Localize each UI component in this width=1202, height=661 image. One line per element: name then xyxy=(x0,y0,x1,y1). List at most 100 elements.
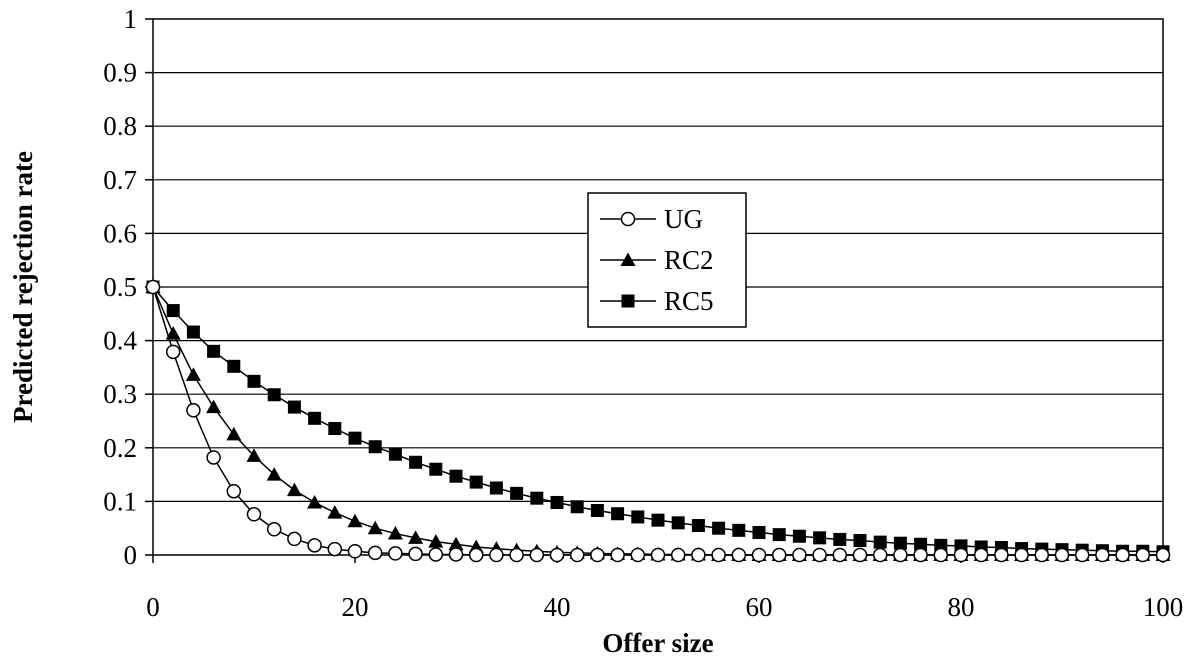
data-point-ug xyxy=(994,547,1009,563)
data-point-ug xyxy=(448,547,464,562)
data-point-ug xyxy=(1095,547,1110,563)
x-tick-label: 20 xyxy=(342,592,369,622)
data-point-rc2 xyxy=(327,505,343,519)
data-point-ug xyxy=(408,546,423,562)
data-point-ug xyxy=(145,279,161,295)
data-point-ug xyxy=(186,403,201,418)
legend: UG RC2 RC5 xyxy=(587,192,747,328)
y-tick-label: 1 xyxy=(124,4,138,34)
data-point-rc5 xyxy=(267,388,281,402)
legend-marker xyxy=(620,252,636,266)
data-point-rc5 xyxy=(287,400,301,414)
x-axis-title: Offer size xyxy=(602,628,713,658)
data-point-ug xyxy=(1014,547,1029,563)
data-point-ug xyxy=(529,547,545,563)
data-point-rc5 xyxy=(893,536,907,550)
data-point-rc5 xyxy=(469,475,483,489)
series-layer xyxy=(145,279,1171,563)
data-point-ug xyxy=(792,547,807,563)
data-point-ug xyxy=(913,547,928,563)
x-tick-label: 80 xyxy=(948,592,975,622)
data-point-rc2 xyxy=(307,494,323,509)
y-tick-label: 0 xyxy=(124,540,138,570)
data-point-rc5 xyxy=(388,447,402,461)
data-point-ug xyxy=(650,547,666,563)
data-point-rc5 xyxy=(186,325,200,339)
data-point-ug xyxy=(893,547,908,563)
data-point-rc2 xyxy=(367,520,383,535)
data-point-rc5 xyxy=(510,486,524,500)
data-point-ug xyxy=(1034,547,1050,563)
data-point-ug xyxy=(388,546,403,561)
y-tick-label: 0.9 xyxy=(103,58,137,88)
data-point-rc5 xyxy=(247,374,261,388)
data-point-rc5 xyxy=(792,529,806,543)
y-tick-label: 0.3 xyxy=(103,379,137,409)
legend-marker xyxy=(621,294,635,308)
data-point-rc5 xyxy=(752,525,766,539)
data-point-ug xyxy=(468,547,484,563)
y-tick-label: 0.8 xyxy=(103,111,137,141)
y-tick-label: 0.1 xyxy=(103,486,137,516)
data-point-ug xyxy=(953,547,969,563)
y-axis-title: Predicted rejection rate xyxy=(8,151,38,423)
data-point-rc5 xyxy=(227,359,241,373)
data-point-ug xyxy=(691,547,706,563)
data-point-ug xyxy=(327,541,343,557)
data-point-ug xyxy=(973,547,989,563)
data-point-rc5 xyxy=(732,523,746,537)
data-point-ug xyxy=(549,547,565,563)
data-point-rc5 xyxy=(207,344,221,358)
legend-label: RC2 xyxy=(664,245,714,275)
data-point-ug xyxy=(1074,547,1090,563)
data-point-ug xyxy=(569,547,585,563)
data-point-rc5 xyxy=(873,535,887,549)
data-point-ug xyxy=(771,547,787,563)
x-tick-label: 0 xyxy=(146,592,160,622)
data-point-ug xyxy=(489,547,504,563)
data-point-rc5 xyxy=(772,528,786,542)
data-point-ug xyxy=(590,547,605,563)
x-tick-label: 40 xyxy=(544,592,571,622)
data-point-ug xyxy=(246,507,262,522)
data-point-rc5 xyxy=(489,481,503,495)
data-point-ug xyxy=(1115,547,1130,563)
x-axis-ticks: 0 20 40 60 80 100 xyxy=(146,555,1183,622)
data-point-ug xyxy=(832,547,848,563)
data-point-rc5 xyxy=(449,469,463,483)
data-point-rc5 xyxy=(631,510,645,524)
data-point-rc2 xyxy=(286,482,302,497)
legend-item-ug: UG xyxy=(600,204,703,234)
y-tick-label: 0.7 xyxy=(103,165,137,195)
data-point-rc5 xyxy=(590,504,604,518)
data-point-ug xyxy=(731,547,747,563)
data-point-ug xyxy=(287,531,302,547)
data-point-rc5 xyxy=(611,507,625,521)
x-tick-label: 60 xyxy=(746,592,773,622)
data-point-rc5 xyxy=(328,422,342,436)
data-point-rc5 xyxy=(429,462,443,476)
data-point-rc5 xyxy=(853,534,867,548)
data-point-ug xyxy=(226,483,242,499)
data-point-rc2 xyxy=(246,448,262,462)
data-point-ug xyxy=(812,547,827,563)
data-point-ug xyxy=(872,547,888,563)
data-point-ug xyxy=(670,547,686,563)
data-point-rc5 xyxy=(348,431,362,445)
data-point-rc5 xyxy=(550,495,564,509)
data-point-ug xyxy=(711,547,726,563)
data-point-rc2 xyxy=(387,526,403,540)
data-point-ug xyxy=(751,547,767,563)
data-point-ug xyxy=(347,543,363,559)
legend-label: UG xyxy=(664,204,703,234)
data-point-rc5 xyxy=(651,513,665,527)
data-point-ug xyxy=(1135,547,1151,563)
data-point-rc2 xyxy=(408,530,424,544)
data-point-rc2 xyxy=(206,399,222,414)
legend-item-rc2: RC2 xyxy=(600,245,714,275)
legend-marker xyxy=(620,211,636,227)
data-point-ug xyxy=(1054,547,1070,563)
data-point-ug xyxy=(630,547,646,563)
data-point-rc5 xyxy=(712,521,726,535)
